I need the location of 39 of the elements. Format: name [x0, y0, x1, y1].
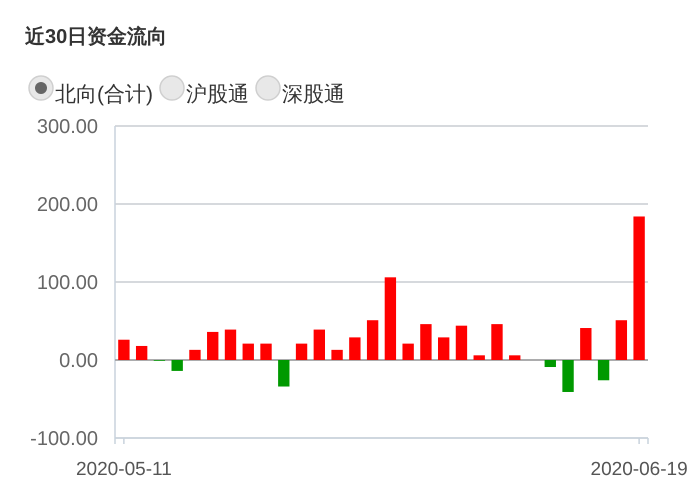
bar: [331, 350, 343, 360]
bar: [438, 337, 450, 360]
bar: [402, 344, 414, 360]
bar: [456, 326, 468, 360]
bar: [580, 328, 592, 360]
bar: [260, 344, 272, 360]
text: 深股通: [282, 83, 345, 106]
bar: [207, 332, 218, 360]
bar: [189, 350, 201, 360]
x-tick-label: 2020-06-19: [590, 459, 688, 480]
bar: [633, 216, 645, 360]
bar: [278, 360, 290, 387]
bar: [349, 337, 361, 360]
text: 沪股通: [186, 83, 249, 106]
bar: [224, 330, 236, 360]
y-tick-label: 300.00: [36, 116, 98, 138]
bar: [491, 324, 503, 360]
bar: [474, 355, 485, 360]
bar: [544, 360, 556, 368]
bar: [366, 320, 378, 360]
bar: [296, 344, 308, 360]
text: 北向(合计): [55, 83, 153, 106]
y-tick-label: -100.00: [30, 428, 98, 450]
y-tick-label: 100.00: [36, 272, 98, 294]
bar: [118, 340, 130, 360]
bar: [242, 344, 254, 360]
y-tick-label: 0.00: [59, 350, 98, 372]
bar: [509, 355, 520, 360]
bar: [314, 330, 325, 360]
bar: [420, 324, 432, 360]
bar: [598, 360, 610, 380]
x-tick-label: 2020-05-11: [76, 459, 172, 480]
bar: [136, 346, 148, 360]
y-tick-label: 200.00: [36, 194, 98, 216]
bar: [616, 320, 628, 360]
bar: [562, 360, 574, 392]
bar: [172, 360, 183, 371]
bar: [384, 277, 396, 360]
chart-title: 近30日资金流向: [24, 25, 168, 48]
